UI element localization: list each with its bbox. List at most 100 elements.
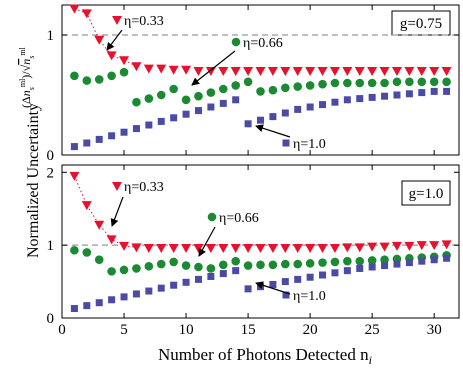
data-point-triangle [429, 241, 440, 251]
data-point-triangle [342, 243, 353, 253]
annotation-arrow [110, 196, 124, 227]
data-point-circle [82, 76, 92, 85]
data-point-triangle [292, 244, 303, 254]
data-point-triangle [267, 67, 278, 76]
data-point-circle [281, 83, 290, 93]
data-point-circle [144, 261, 154, 271]
data-point-square [95, 135, 103, 143]
data-point-triangle [255, 67, 266, 76]
data-point-circle [343, 78, 352, 88]
data-point-triangle [106, 235, 117, 245]
data-point-triangle [230, 244, 241, 254]
data-point-square [443, 87, 451, 95]
data-point-circle [355, 256, 365, 266]
annotation-eta-033: η=0.33 [124, 14, 164, 29]
data-point-square [70, 143, 78, 151]
data-point-circle [94, 75, 104, 84]
data-point-square [281, 278, 289, 286]
data-point-square [430, 256, 438, 264]
data-point-square [269, 113, 277, 121]
annotation-eta-10: η=1.0 [293, 137, 326, 152]
annotation-arrow [106, 29, 123, 51]
data-point-triangle [131, 62, 142, 72]
data-point-circle [305, 259, 315, 268]
data-point-triangle [367, 242, 378, 252]
annotation-eta-033: η=0.33 [124, 180, 164, 195]
data-point-circle [156, 90, 166, 100]
data-point-triangle [305, 244, 316, 254]
panel-label: g=0.75 [400, 16, 442, 32]
annotation-marker-square [282, 139, 290, 147]
data-point-circle [343, 256, 352, 266]
data-point-triangle [280, 244, 291, 254]
data-point-circle [318, 258, 327, 267]
annotation-eta-066: η=0.66 [219, 211, 259, 226]
data-point-square [306, 103, 314, 111]
data-point-triangle [280, 67, 291, 76]
data-point-square [331, 269, 339, 277]
data-point-square [194, 275, 202, 283]
data-point-square [356, 95, 364, 103]
data-point-circle [206, 264, 216, 273]
data-point-square [269, 280, 277, 288]
data-point-circle [355, 78, 365, 88]
annotation-arrow [255, 124, 291, 138]
data-point-circle [119, 67, 129, 77]
data-point-square [207, 103, 215, 111]
data-point-circle [70, 71, 79, 81]
data-point-square [393, 91, 401, 99]
data-point-square [170, 114, 178, 122]
data-point-square [343, 267, 351, 275]
y-tick-label: 0 [47, 148, 55, 164]
data-point-circle [405, 77, 414, 87]
data-point-triangle [205, 67, 216, 76]
data-point-triangle [416, 67, 427, 76]
data-point-triangle [329, 67, 340, 76]
data-point-circle [132, 264, 141, 273]
data-point-square [157, 284, 165, 292]
data-point-circle [442, 77, 451, 87]
data-point-triangle [181, 65, 192, 75]
data-point-triangle [205, 244, 216, 254]
data-point-square [306, 273, 314, 281]
data-point-triangle [391, 67, 402, 76]
data-point-square [182, 278, 190, 286]
panel-g075: g=0.75 01 η=0.33 η=0.66 η=1.0 [47, 4, 460, 164]
series-connector [73, 175, 137, 248]
data-point-square [381, 92, 389, 100]
data-point-square [294, 105, 302, 113]
data-point-square [232, 96, 240, 104]
data-point-triangle [168, 65, 179, 75]
data-point-square [281, 109, 289, 117]
data-point-circle [417, 77, 427, 87]
data-point-square [381, 262, 389, 270]
data-point-triangle [230, 67, 241, 76]
data-point-square [145, 121, 153, 129]
data-point-circle [380, 78, 389, 88]
data-point-triangle [156, 244, 167, 254]
data-point-triangle [106, 51, 117, 61]
x-axis-label: Number of Photons Detected ni [158, 345, 372, 367]
data-point-circle [330, 78, 340, 88]
data-point-triangle [292, 67, 303, 76]
data-point-circle [169, 257, 178, 267]
data-point-square [405, 259, 413, 267]
data-point-square [132, 290, 140, 298]
data-point-triangle [168, 244, 179, 254]
data-point-triangle [354, 67, 365, 76]
data-point-triangle [119, 241, 130, 251]
data-point-circle [107, 267, 116, 276]
data-point-square [145, 287, 153, 295]
x-tick-label: 30 [427, 322, 442, 338]
data-point-square [232, 267, 240, 275]
data-point-triangle [416, 241, 427, 251]
data-point-triangle [367, 67, 378, 76]
data-point-square [194, 107, 202, 115]
data-point-triangle [143, 64, 154, 74]
data-point-circle [218, 260, 228, 270]
annotation-eta-066: η=0.66 [243, 36, 283, 51]
data-point-circle [82, 248, 92, 257]
data-point-square [95, 299, 103, 307]
